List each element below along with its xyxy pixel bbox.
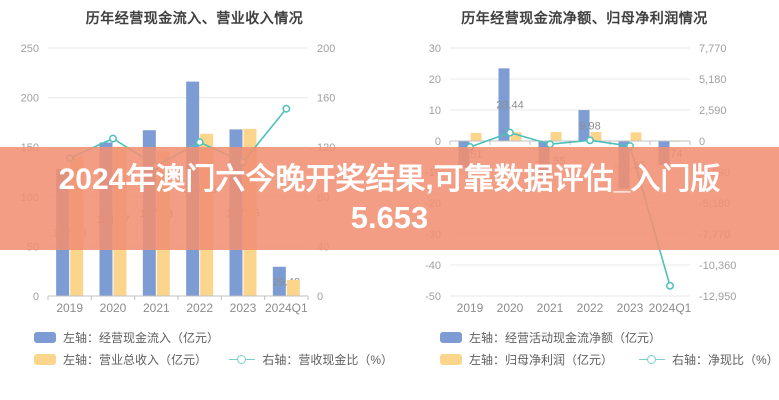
legend-item-net-profit[interactable]: 左轴：归母净利润（亿元）: [440, 351, 613, 368]
svg-text:2021: 2021: [143, 301, 170, 315]
svg-text:2020: 2020: [497, 301, 524, 315]
svg-text:-40: -40: [425, 260, 441, 272]
legend-label: 左轴：归母净利润（亿元）: [469, 352, 614, 367]
svg-text:-12,950: -12,950: [699, 291, 736, 303]
orange-bar-swatch-icon: [440, 353, 462, 365]
legend-label: 右轴：营收现金比（%）: [262, 352, 394, 367]
svg-text:200: 200: [21, 93, 39, 105]
svg-text:2022: 2022: [577, 301, 604, 315]
right-chart-legend: 左轴：经营活动现金流净额（亿元） 左轴：归母净利润（亿元） 右轴：净现比（%）: [440, 326, 779, 370]
svg-text:20: 20: [429, 74, 441, 86]
svg-text:2022: 2022: [186, 301, 213, 315]
svg-text:9.98: 9.98: [579, 121, 600, 133]
legend-label: 左轴：营业总收入（亿元）: [63, 352, 208, 367]
svg-text:0: 0: [317, 291, 323, 303]
svg-text:2019: 2019: [457, 301, 484, 315]
svg-text:2019: 2019: [56, 301, 83, 315]
svg-text:10: 10: [429, 105, 441, 117]
svg-text:-10,360: -10,360: [699, 260, 736, 272]
svg-text:2,590: 2,590: [699, 105, 727, 117]
banner-text-line2: 5.653: [350, 199, 429, 235]
svg-text:2024Q1: 2024Q1: [265, 301, 308, 315]
svg-text:5,180: 5,180: [699, 74, 727, 86]
overlay-ad-banner[interactable]: 2024年澳门六今晚开奖结果,可靠数据评估_入门版 5.653: [0, 147, 779, 250]
svg-text:2023: 2023: [230, 301, 257, 315]
svg-text:2020: 2020: [100, 301, 127, 315]
svg-text:30: 30: [429, 43, 441, 55]
legend-item-cash-revenue-ratio[interactable]: 右轴：营收现金比（%）: [203, 351, 394, 368]
teal-line-swatch-icon: [639, 354, 666, 365]
left-chart-title: 历年经营现金流入、营业收入情况: [85, 10, 304, 26]
legend-item-net-cash-ratio[interactable]: 右轴：净现比（%）: [613, 351, 779, 368]
svg-text:0: 0: [435, 136, 441, 148]
legend-item-net-cash-flow[interactable]: 左轴：经营活动现金流净额（亿元）: [440, 329, 661, 346]
svg-text:0: 0: [699, 136, 705, 148]
svg-text:2024Q1: 2024Q1: [649, 301, 692, 315]
svg-text:7,770: 7,770: [699, 43, 727, 55]
left-chart-legend: 左轴：经营现金流入（亿元） 左轴：营业总收入（亿元） 右轴：营收现金比（%）: [34, 326, 394, 370]
svg-text:200: 200: [317, 43, 335, 55]
legend-item-cash-inflow[interactable]: 左轴：经营现金流入（亿元）: [34, 329, 219, 346]
right-chart-title: 历年经营现金流净额、归母净利润情况: [461, 10, 708, 26]
legend-label: 左轴：经营现金流入（亿元）: [63, 330, 220, 345]
svg-text:250: 250: [21, 43, 39, 55]
svg-text:23.44: 23.44: [496, 100, 524, 112]
svg-text:160: 160: [317, 93, 335, 105]
svg-text:-50: -50: [425, 291, 441, 303]
svg-text:2021: 2021: [537, 301, 564, 315]
blue-bar-swatch-icon: [440, 331, 462, 343]
banner-text-line1: 2024年澳门六今晚开奖结果,可靠数据评估_入门版: [58, 163, 721, 197]
teal-line-swatch-icon: [229, 354, 256, 365]
orange-bar-swatch-icon: [34, 353, 56, 365]
svg-text:2023: 2023: [617, 301, 644, 315]
legend-item-total-revenue[interactable]: 左轴：营业总收入（亿元）: [34, 351, 208, 368]
legend-label: 左轴：经营活动现金流净额（亿元）: [469, 330, 662, 345]
blue-bar-swatch-icon: [34, 331, 56, 343]
legend-label: 右轴：净现比（%）: [672, 352, 779, 367]
svg-text:0: 0: [33, 291, 39, 303]
